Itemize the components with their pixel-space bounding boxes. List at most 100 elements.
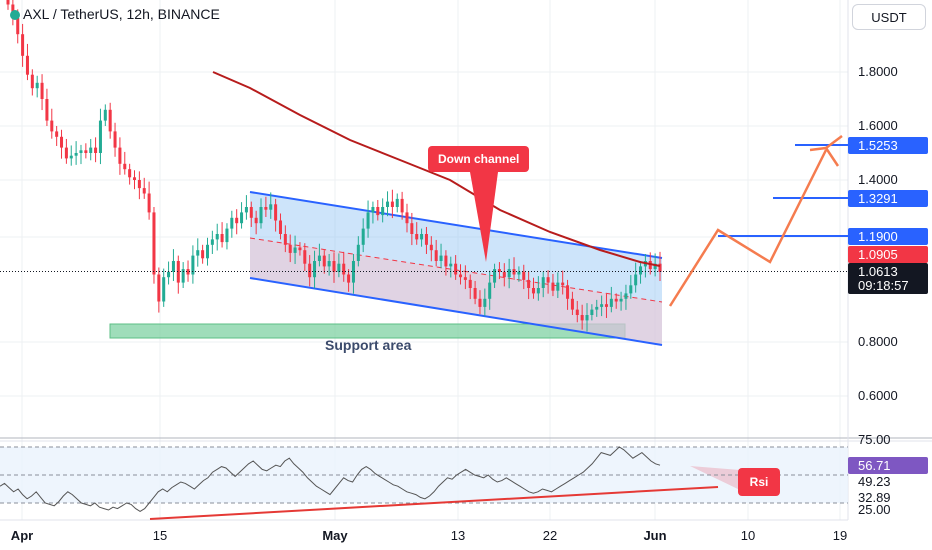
candle-body [390, 201, 394, 207]
candle-body [171, 261, 175, 272]
candle-body [502, 271, 506, 278]
candle-body [123, 163, 127, 170]
candle-body [162, 277, 166, 302]
candle-38 [191, 245, 195, 284]
candle-body [244, 207, 248, 213]
candle-11 [60, 129, 64, 159]
candle-120 [590, 304, 594, 321]
candle-body [220, 234, 224, 243]
candle-body [176, 261, 180, 283]
projection-path [668, 135, 843, 307]
price-tag-5: 09:18:57 [848, 277, 928, 294]
candle-92 [454, 255, 458, 280]
candle-body [454, 263, 458, 275]
candle-body [103, 109, 107, 121]
candle-body [210, 239, 214, 245]
candle-57 [283, 225, 287, 253]
candle-118 [580, 304, 584, 330]
currency-button[interactable]: USDT [852, 4, 926, 30]
candle-61 [303, 243, 307, 271]
candle-body [527, 279, 531, 288]
candle-59 [293, 235, 297, 264]
candle-body [561, 282, 565, 286]
channel-lower-line [249, 277, 663, 346]
candle-body [113, 131, 117, 148]
candle-body [332, 261, 336, 272]
rsi-trend-line [149, 486, 719, 520]
candle-body [347, 274, 351, 283]
candle-body [40, 82, 44, 99]
candle-body [541, 277, 545, 288]
candle-45 [225, 223, 229, 250]
candle-body [249, 207, 253, 218]
candle-40 [201, 244, 205, 264]
candle-body [201, 250, 205, 259]
candle-body [570, 298, 574, 310]
candle-39 [196, 238, 200, 267]
candle-111 [546, 270, 550, 294]
candle-body [634, 274, 638, 286]
candle-body [405, 212, 409, 224]
candle-46 [230, 210, 234, 238]
candle-body [395, 198, 399, 207]
candle-body [381, 207, 385, 216]
candle-94 [463, 265, 467, 290]
candle-99 [488, 270, 492, 310]
candle-body [415, 234, 419, 240]
candle-117 [575, 300, 579, 323]
candle-body [439, 255, 443, 261]
candle-body [235, 217, 239, 224]
price-tag-2: 1.1900 [848, 228, 928, 245]
rsi-value-tag: 56.71 [848, 457, 928, 474]
candle-30 [152, 207, 156, 284]
candle-body [463, 277, 467, 280]
candle-56 [278, 213, 282, 240]
candle-body [361, 228, 365, 245]
candle-31 [157, 267, 161, 313]
candle-body [21, 34, 25, 56]
candle-body [322, 255, 326, 267]
candle-body [575, 309, 579, 315]
candle-23 [118, 137, 122, 175]
candle-body [410, 223, 414, 234]
candle-47 [235, 209, 239, 235]
candle-87 [429, 236, 433, 262]
candle-29 [147, 181, 151, 220]
candle-123 [604, 293, 608, 318]
projection-tip [825, 135, 843, 149]
candle-body [604, 304, 608, 307]
price-tick-0: 1.8000 [858, 64, 898, 79]
candle-body [473, 288, 477, 299]
candle-body [142, 188, 146, 194]
candle-body [152, 212, 156, 275]
candle-130 [639, 261, 643, 284]
candle-body [186, 269, 190, 275]
down-channel-pointer [470, 172, 498, 262]
candle-76 [376, 199, 380, 221]
candle-21 [108, 102, 112, 139]
price-tag-4: 1.0613 [848, 263, 928, 280]
price-tick-1: 1.6000 [858, 118, 898, 133]
time-tick-1: 15 [152, 528, 168, 543]
candle-25 [128, 163, 132, 185]
candle-body [609, 298, 613, 307]
candle-81 [400, 191, 404, 220]
candle-72 [356, 236, 360, 267]
price-tag-0: 1.5253 [848, 137, 928, 154]
candle-53 [264, 196, 268, 217]
candle-body [444, 255, 448, 267]
candle-body [483, 298, 487, 307]
candle-93 [458, 264, 463, 285]
candle-78 [386, 191, 390, 217]
candle-28 [142, 177, 146, 199]
rsi-panel [0, 446, 848, 520]
candle-10 [55, 126, 59, 146]
time-tick-5: Jun [643, 528, 667, 543]
candle-60 [298, 242, 302, 256]
candle-65 [322, 250, 326, 274]
candle-body [400, 198, 404, 213]
candle-body [356, 244, 360, 261]
candle-body [98, 120, 102, 153]
candle-96 [473, 280, 477, 305]
